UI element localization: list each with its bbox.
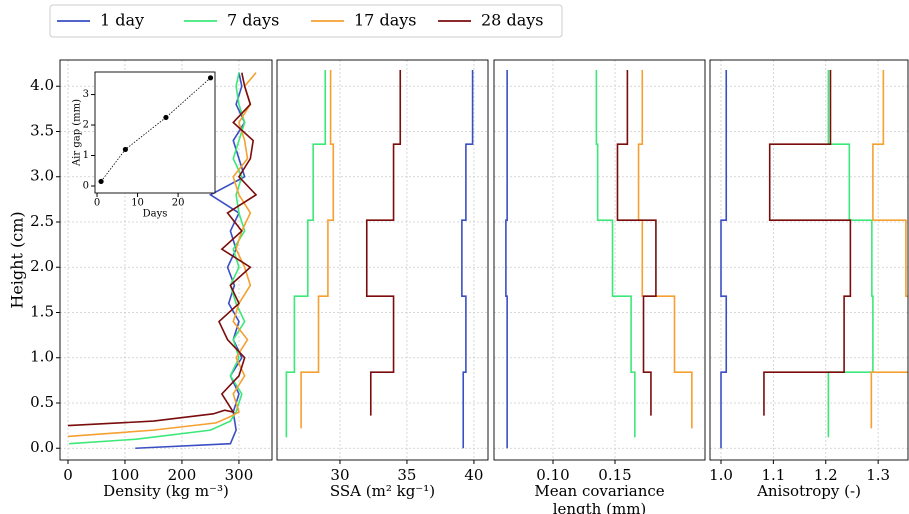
x-axis-label: Density (kg m⁻³)	[103, 482, 229, 500]
legend-label[interactable]: 7 days	[227, 11, 279, 30]
point	[163, 114, 169, 121]
x-tick-label: 100	[111, 466, 140, 484]
x-axis-label: Days	[143, 209, 168, 220]
y-tick-label: 0.5	[30, 393, 54, 411]
x-tick-label: 35	[397, 466, 416, 484]
x-tick-label: 0	[63, 466, 73, 484]
series-group	[67, 72, 258, 450]
x-tick-label: 1.2	[814, 466, 838, 484]
x-tick-label: 1.1	[761, 466, 785, 484]
series-line	[505, 69, 508, 449]
y-tick-label: 1.5	[30, 302, 54, 320]
legend-label[interactable]: 28 days	[481, 11, 543, 30]
axes-frame	[94, 71, 216, 194]
axes-frame	[59, 59, 273, 461]
series-line	[365, 69, 402, 416]
x-tick-label: 200	[168, 466, 197, 484]
series-line	[870, 69, 908, 429]
series-line	[637, 69, 693, 429]
x-tick-label: 300	[225, 466, 254, 484]
series-group	[505, 69, 693, 449]
series-line	[67, 72, 258, 427]
x-tick-label: 10	[131, 198, 144, 209]
series-line	[595, 69, 636, 438]
series-line	[763, 69, 852, 416]
series-line	[616, 69, 657, 416]
x-tick-label: 30	[330, 466, 349, 484]
y-tick-label: 3.0	[30, 167, 54, 185]
x-tick-label: 1.0	[709, 466, 733, 484]
x-axis-label: SSA (m² kg⁻¹)	[330, 482, 435, 500]
x-tick-label: 0.10	[536, 466, 569, 484]
plot-area	[494, 60, 705, 460]
x-tick-label: 1.3	[866, 466, 890, 484]
plot-area	[710, 60, 908, 460]
x-tick-label: 0	[94, 198, 100, 209]
series-line	[67, 72, 257, 438]
series-line	[285, 69, 327, 438]
point	[98, 178, 104, 185]
x-axis-label: Anisotropy (-)	[756, 482, 861, 500]
y-tick-label: 1	[83, 150, 89, 161]
axes-frame	[493, 59, 706, 461]
plot-area	[95, 72, 215, 193]
series-line	[720, 69, 728, 449]
x-tick-label: 0.15	[598, 466, 631, 484]
x-tick-label: 40	[464, 466, 483, 484]
legend-label[interactable]: 17 days	[354, 11, 416, 30]
series-group	[285, 69, 474, 449]
y-tick-label: 2	[83, 120, 89, 131]
y-tick-label: 0	[83, 180, 89, 191]
series-line	[135, 72, 246, 450]
y-tick-label: 4.0	[30, 76, 54, 94]
legend-box	[49, 4, 563, 38]
plot-area	[277, 60, 488, 460]
x-tick-label: 20	[172, 198, 185, 209]
series-group	[98, 75, 214, 185]
x-axis-label: Mean covariance	[534, 482, 664, 500]
series-line	[461, 69, 474, 449]
point	[207, 75, 214, 81]
y-tick-label: 2.5	[30, 212, 54, 230]
y-tick-label: 3	[83, 89, 89, 100]
series-line	[100, 77, 211, 182]
series-group	[720, 69, 908, 449]
point	[122, 146, 129, 153]
y-axis-label: Air gap (mm)	[72, 99, 83, 167]
legend-label[interactable]: 1 day	[100, 11, 144, 30]
axes-frame	[709, 59, 909, 461]
y-tick-label: 1.0	[30, 348, 54, 366]
x-axis-label: length (mm)	[553, 500, 647, 514]
series-line	[827, 69, 874, 438]
y-axis-label: Height (cm)	[8, 211, 27, 308]
series-line	[300, 69, 335, 429]
y-tick-label: 3.5	[30, 121, 54, 139]
y-tick-label: 0.0	[30, 438, 54, 456]
y-tick-label: 2.0	[30, 257, 54, 275]
axes-frame	[276, 59, 489, 461]
